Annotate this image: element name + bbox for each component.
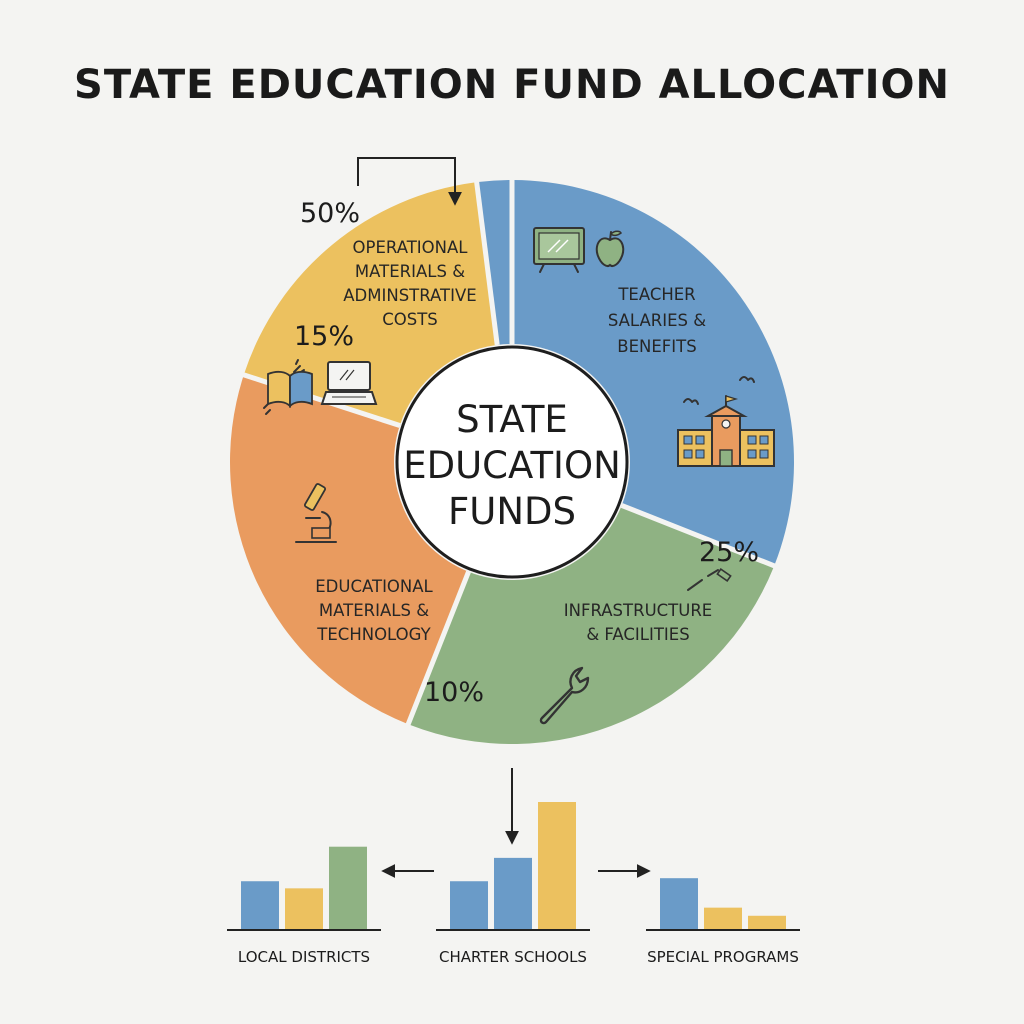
segment-educational-materials (229, 376, 468, 724)
hammer-icon (687, 567, 732, 591)
bar (329, 846, 367, 930)
segment-label-line: TEACHER (617, 285, 695, 304)
center-label-line: FUNDS (448, 490, 576, 533)
segment-percent-label: 15% (294, 321, 354, 352)
segment-divider (473, 179, 500, 346)
chalkboard-icon (533, 227, 585, 273)
segment-sliver (478, 180, 512, 345)
segment-label-line: SALARIES & (608, 311, 706, 330)
bar-charts: LOCAL DISTRICTS CHARTER SCHOOLS SPECIAL PR… (227, 768, 800, 966)
bar (494, 857, 532, 930)
segment-label-line: COSTS (382, 310, 438, 329)
segment-operational-costs (244, 182, 497, 425)
segment-percent-label: 25% (699, 537, 759, 568)
bar (538, 802, 576, 930)
bar (660, 878, 698, 930)
segment-percent-label: 10% (424, 677, 484, 708)
book-icon (263, 359, 313, 415)
callout: 50% (300, 157, 462, 229)
bar-group-label: LOCAL DISTRICTS (238, 948, 370, 966)
bar (704, 907, 742, 930)
wrench-icon (539, 666, 590, 725)
center-circle (395, 345, 629, 579)
segment-icons (263, 227, 775, 725)
microscope-icon (295, 483, 337, 543)
apple-icon (595, 230, 625, 267)
laptop-icon (320, 361, 378, 405)
segment-teacher-salaries (512, 180, 794, 565)
segment-divider (405, 570, 471, 727)
page-title: STATE EDUCATION FUND ALLOCATION (74, 62, 950, 108)
segment-label-line: & FACILITIES (586, 625, 689, 644)
segment-label-line: INFRASTRUCTURE (564, 601, 712, 620)
callout-percent-label: 50% (300, 198, 360, 229)
bar (285, 888, 323, 930)
center-label-line: STATE (456, 398, 568, 441)
segment-label-line: TECHNOLOGY (316, 625, 431, 644)
bar (241, 881, 279, 930)
segment-label-line: MATERIALS & (355, 262, 465, 281)
segment-label-line: EDUCATIONAL (315, 577, 433, 596)
center-label-line: EDUCATION (403, 444, 621, 487)
bar-group-label: SPECIAL PROGRAMS (647, 948, 799, 966)
segment-divider (620, 503, 777, 569)
bar (748, 915, 786, 930)
bar-group-label: CHARTER SCHOOLS (439, 948, 587, 966)
donut-chart (229, 178, 794, 744)
segment-infrastructure (409, 506, 774, 744)
bar (450, 881, 488, 930)
segment-label-line: MATERIALS & (319, 601, 429, 620)
segment-label-line: OPERATIONAL (353, 238, 469, 257)
callout-arrow (357, 157, 462, 206)
segment-label-line: BENEFITS (617, 337, 696, 356)
school-building-icon (677, 376, 775, 467)
segment-label-line: ADMINSTRATIVE (343, 286, 476, 305)
